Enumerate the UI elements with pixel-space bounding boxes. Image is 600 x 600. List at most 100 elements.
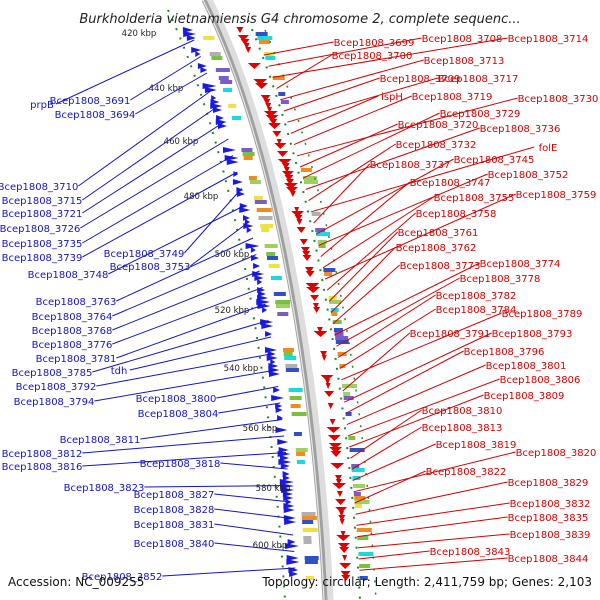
feature-block xyxy=(291,412,307,416)
left-label-leader xyxy=(82,155,234,244)
reverse-gene-arrow xyxy=(329,419,336,425)
left-label-leader xyxy=(218,402,281,414)
right-gene-label: Bcep1808_3813 xyxy=(422,423,503,434)
right-gene-label: Bcep1808_3700 xyxy=(332,51,413,62)
right-gene-label: Bcep1808_3789 xyxy=(502,309,583,320)
right-label-leader xyxy=(347,378,500,437)
feature-block xyxy=(260,224,274,228)
feature-block xyxy=(339,364,346,368)
right-gene-label: Bcep1808_3745 xyxy=(454,155,535,166)
forward-gene-arrow xyxy=(280,463,290,469)
forward-gene-arrow xyxy=(273,387,281,393)
feature-block xyxy=(353,484,366,488)
right-label-leader xyxy=(318,173,488,246)
feature-block xyxy=(293,432,302,436)
reverse-gene-arrow xyxy=(327,403,334,409)
reverse-gene-arrow xyxy=(312,303,319,309)
left-label-leader xyxy=(116,237,254,302)
forward-gene-arrow xyxy=(213,107,223,113)
left-label-leader xyxy=(82,122,224,214)
feature-block xyxy=(342,384,358,388)
forward-gene-arrow xyxy=(289,571,299,577)
reverse-gene-arrow xyxy=(338,515,346,521)
forward-gene-arrow xyxy=(256,299,271,305)
feature-block xyxy=(261,228,270,232)
left-label-leader xyxy=(82,435,285,454)
feature-block xyxy=(303,180,318,184)
reverse-gene-arrow xyxy=(263,111,278,117)
forward-gene-arrow xyxy=(233,171,239,177)
feature-block xyxy=(359,564,371,568)
left-gene-label: Bcep1808_3781 xyxy=(36,354,117,365)
reverse-gene-arrow xyxy=(285,187,298,193)
feature-block xyxy=(352,476,361,480)
right-label-leader xyxy=(350,409,422,459)
feature-block xyxy=(280,100,289,104)
right-label-leader xyxy=(290,95,379,134)
left-gene-label: Bcep1808_3823 xyxy=(64,483,145,494)
forward-gene-arrow xyxy=(246,227,252,233)
forward-gene-arrow xyxy=(202,83,217,89)
forward-gene-arrow xyxy=(232,179,243,185)
left-gene-label: Bcep1808_3691 xyxy=(50,96,131,107)
reverse-gene-arrow xyxy=(245,47,252,53)
scale-ticks: 420 kbp 440 kbp 460 kbp 480 kbp 500 kbp 520 k… xyxy=(122,29,291,551)
reverse-gene-arrow xyxy=(277,151,289,157)
forward-gene-arrow xyxy=(266,355,278,361)
right-label-leader xyxy=(296,97,518,157)
forward-gene-arrow xyxy=(287,539,296,545)
feature-block xyxy=(242,152,255,156)
feature-block xyxy=(283,352,293,356)
feature-block xyxy=(304,556,319,560)
feature-block xyxy=(318,244,326,248)
feature-track xyxy=(182,27,374,581)
left-label-leader xyxy=(92,320,269,373)
right-gene-label: Bcep1808_3762 xyxy=(396,243,477,254)
reverse-gene-arrow xyxy=(285,179,294,185)
left-gene-label: Bcep1808_3749 xyxy=(104,249,185,260)
forward-gene-arrow xyxy=(279,479,294,485)
forward-gene-arrow xyxy=(257,295,269,301)
right-label-leader xyxy=(343,332,492,403)
reverse-gene-arrow xyxy=(313,307,321,313)
left-gene-label: Bcep1808_3811 xyxy=(60,435,141,446)
left-label-leader xyxy=(116,303,266,359)
forward-gene-arrow xyxy=(204,87,217,93)
reverse-gene-arrow xyxy=(300,247,310,253)
feature-block xyxy=(256,208,272,212)
right-gene-label: Bcep1808_3729 xyxy=(440,109,521,120)
left-gene-label: Bcep1808_3763 xyxy=(36,297,117,308)
forward-gene-arrow xyxy=(260,319,274,325)
left-label-leader xyxy=(96,353,274,387)
feature-block xyxy=(203,36,215,40)
right-label-leader xyxy=(326,212,416,291)
left-gene-label: Bcep1808_3785 xyxy=(12,368,93,379)
reverse-gene-arrow xyxy=(255,83,269,89)
feature-block xyxy=(304,560,318,564)
reverse-gene-arrow xyxy=(260,95,271,101)
left-label-leader xyxy=(214,542,295,552)
topology-label: Topology: circular; Length: 2,411,759 bp… xyxy=(261,575,592,589)
right-gene-label: ispH xyxy=(381,92,403,103)
left-label-leader xyxy=(112,270,260,331)
right-label-leader xyxy=(349,394,484,448)
feature-block xyxy=(285,364,298,368)
right-label-leader xyxy=(276,54,332,90)
left-gene-label: Bcep1808_3818 xyxy=(140,459,221,470)
reverse-gene-arrow xyxy=(265,115,279,121)
right-gene-label: Bcep1808_3747 xyxy=(410,178,491,189)
left-label-leader xyxy=(216,386,279,399)
feature-block xyxy=(232,116,242,120)
feature-block xyxy=(220,80,233,84)
left-gene-label: Bcep1808_3726 xyxy=(0,224,80,235)
left-gene-label: tdh xyxy=(111,366,128,377)
forward-gene-arrow xyxy=(279,455,289,461)
feature-block xyxy=(267,256,279,260)
right-gene-label: Bcep1808_3793 xyxy=(492,329,573,340)
feature-block xyxy=(351,468,365,472)
forward-gene-arrow xyxy=(222,147,236,153)
right-gene-label: Bcep1808_3820 xyxy=(516,448,597,459)
right-label-leader xyxy=(336,277,460,347)
reverse-gene-arrow xyxy=(240,39,250,45)
right-label-leader xyxy=(337,294,436,358)
